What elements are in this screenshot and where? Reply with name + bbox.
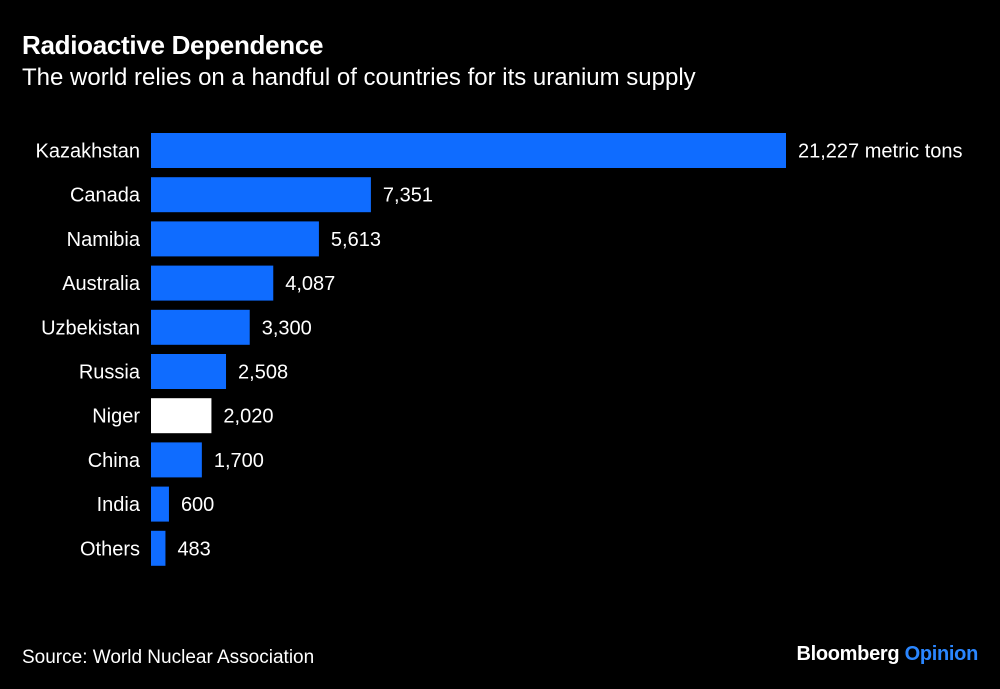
source-note: Source: World Nuclear Association	[22, 647, 315, 668]
chart-title: Radioactive Dependence	[22, 30, 324, 60]
bar-australia	[151, 265, 274, 301]
category-label-russia: Russia	[79, 362, 141, 384]
value-label-russia: 2,508	[238, 362, 288, 384]
bar-others	[151, 530, 166, 566]
bar-india	[151, 486, 169, 522]
value-label-australia: 4,087	[285, 273, 335, 295]
category-label-kazakhstan: Kazakhstan	[35, 141, 140, 163]
uranium-bar-chart: Kazakhstan 21,227 metric tons Canada 7,351 N…	[35, 133, 963, 566]
value-label-niger: 2,020	[223, 406, 273, 428]
value-label-namibia: 5,613	[331, 229, 381, 251]
category-label-australia: Australia	[62, 273, 141, 295]
bar-niger	[151, 398, 212, 434]
bar-namibia	[151, 221, 319, 257]
bar-uzbekistan	[151, 309, 250, 345]
brand-section: Opinion	[904, 643, 979, 665]
category-label-others: Others	[80, 538, 140, 560]
value-label-uzbekistan: 3,300	[262, 317, 312, 339]
category-label-canada: Canada	[70, 185, 141, 207]
value-label-india: 600	[181, 494, 214, 516]
bar-kazakhstan	[151, 133, 786, 168]
bar-china	[151, 442, 202, 478]
value-label-china: 1,700	[214, 450, 264, 472]
category-label-uzbekistan: Uzbekistan	[41, 317, 140, 339]
category-label-china: China	[88, 450, 141, 472]
brand-name: Bloomberg	[796, 643, 900, 665]
chart-subtitle: The world relies on a handful of countri…	[22, 64, 696, 91]
category-label-niger: Niger	[92, 406, 140, 428]
value-label-kazakhstan: 21,227 metric tons	[798, 141, 963, 163]
bloomberg-opinion-logo: Bloomberg Opinion	[796, 643, 978, 666]
value-label-canada: 7,351	[383, 185, 433, 207]
category-label-india: India	[97, 494, 141, 516]
bar-russia	[151, 354, 227, 389]
bar-canada	[151, 177, 371, 213]
value-label-others: 483	[177, 538, 210, 560]
category-label-namibia: Namibia	[67, 229, 141, 251]
